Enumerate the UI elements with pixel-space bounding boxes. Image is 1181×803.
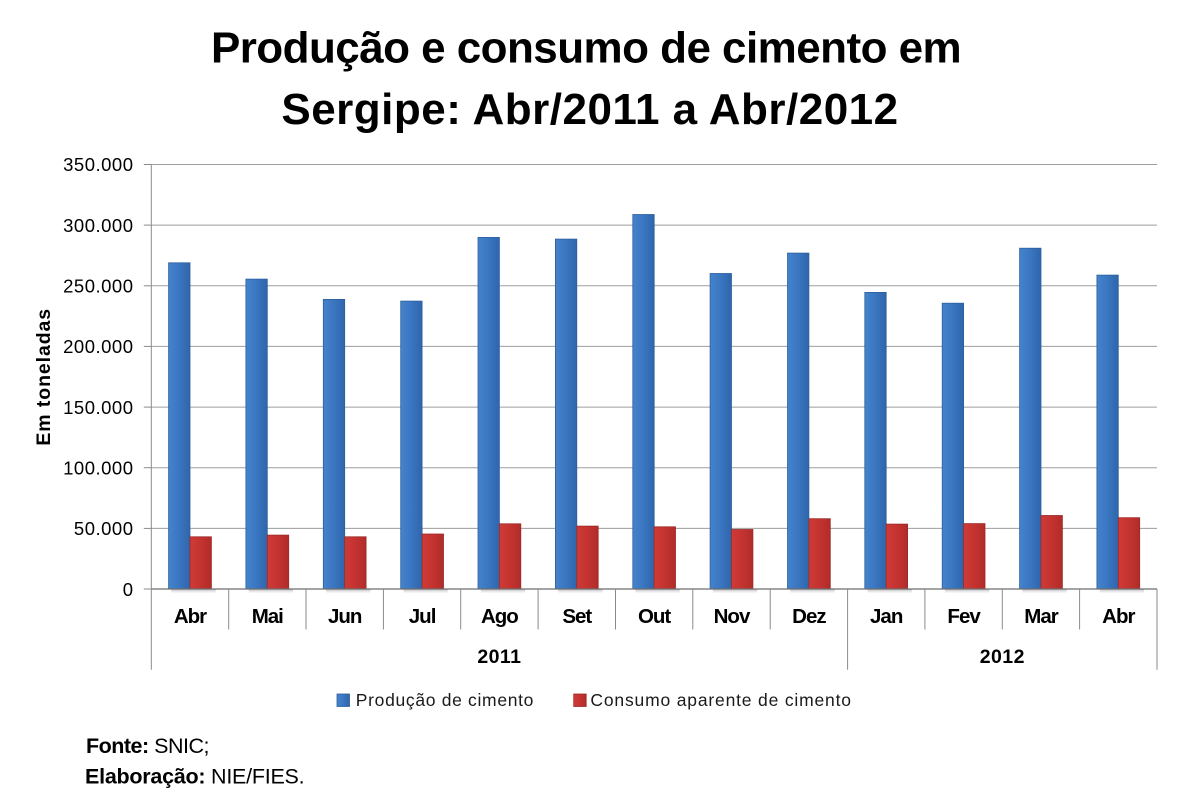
svg-text:Fonte: SNIC;: Fonte: SNIC;	[86, 734, 209, 758]
svg-text:Mai: Mai	[252, 605, 283, 628]
svg-text:300.000: 300.000	[63, 215, 133, 236]
svg-text:Set: Set	[562, 605, 592, 628]
svg-text:150.000: 150.000	[63, 397, 133, 418]
svg-text:Out: Out	[638, 605, 671, 628]
svg-text:Abr: Abr	[174, 605, 207, 628]
svg-text:Consumo aparente de cimento: Consumo aparente de cimento	[590, 690, 851, 710]
svg-text:2012: 2012	[980, 646, 1025, 668]
svg-text:Produção e consumo de cimento: Produção e consumo de cimento em	[211, 24, 961, 73]
svg-text:Jun: Jun	[328, 605, 362, 628]
svg-text:250.000: 250.000	[63, 276, 133, 297]
svg-text:Em toneladas: Em toneladas	[33, 308, 55, 446]
svg-text:Jan: Jan	[870, 605, 903, 628]
svg-text:2011: 2011	[477, 646, 521, 668]
svg-text:50.000: 50.000	[74, 518, 134, 539]
svg-text:Dez: Dez	[792, 605, 826, 628]
svg-text:100.000: 100.000	[63, 458, 133, 479]
svg-text:Produção de cimento: Produção de cimento	[356, 690, 534, 710]
svg-text:Fev: Fev	[947, 605, 981, 628]
svg-text:Ago: Ago	[481, 605, 518, 628]
svg-text:Jul: Jul	[409, 605, 436, 628]
svg-text:Mar: Mar	[1024, 605, 1058, 628]
svg-text:200.000: 200.000	[63, 336, 133, 357]
svg-text:Abr: Abr	[1102, 605, 1135, 628]
svg-text:Elaboração: NIE/FIES.: Elaboração: NIE/FIES.	[85, 764, 304, 788]
svg-text:Sergipe: Abr/2011 a Abr/2012: Sergipe: Abr/2011 a Abr/2012	[281, 85, 898, 134]
svg-text:Nov: Nov	[714, 605, 751, 628]
svg-text:0: 0	[123, 579, 134, 600]
svg-text:350.000: 350.000	[63, 154, 133, 175]
